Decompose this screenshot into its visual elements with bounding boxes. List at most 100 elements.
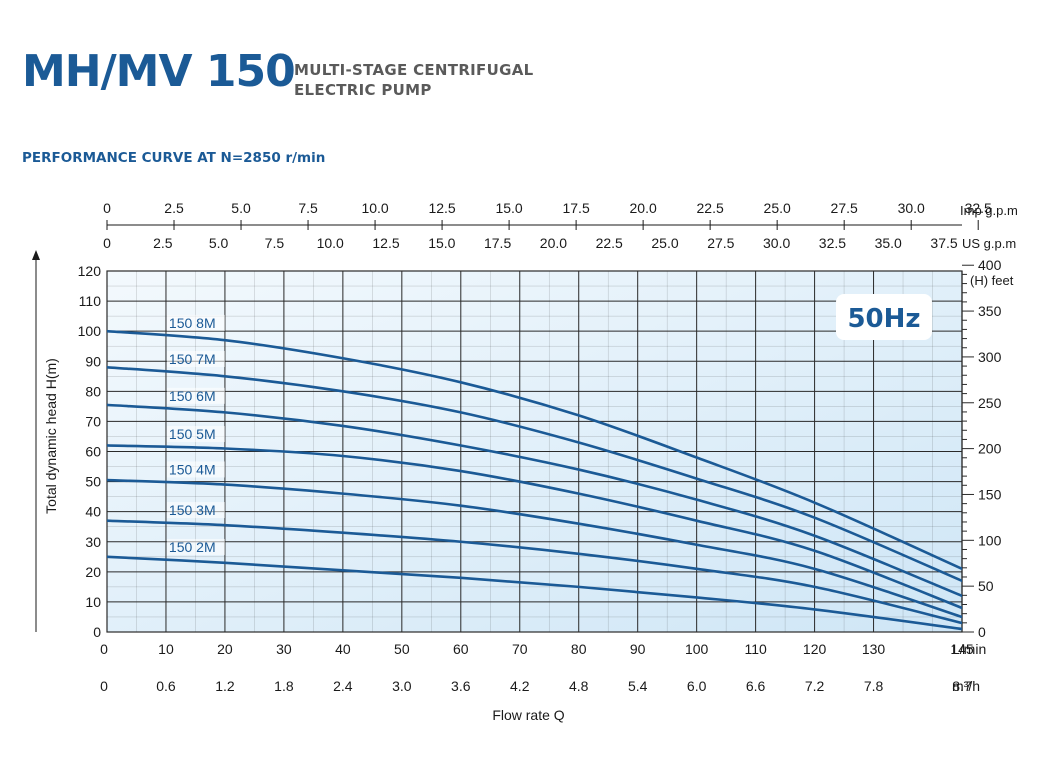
x-tick-label-lmin: 30 [276, 641, 292, 657]
us-gpm-tick-label: 37.5 [930, 235, 957, 251]
curve-150-6m [107, 403, 962, 598]
us-gpm-tick-label: 22.5 [596, 235, 623, 251]
feet-tick-label: 350 [978, 303, 1002, 319]
us-gpm-tick-label: 30.0 [763, 235, 790, 251]
us-gpm-tick-label: 10.0 [317, 235, 344, 251]
curve-label-150-4m: 150 4M [169, 461, 216, 477]
x-tick-label-m3h: 0.6 [156, 678, 176, 694]
curve-label-150-2m: 150 2M [169, 539, 216, 555]
us-gpm-tick-label: 2.5 [153, 235, 173, 251]
x-tick-label-m3h: 4.8 [569, 678, 589, 694]
curve-150-7m [107, 365, 962, 583]
y-tick-label: 50 [85, 474, 101, 490]
curve-label-bg [166, 314, 225, 331]
feet-tick-label: 400 [978, 257, 1002, 273]
imp-gpm-tick-label: 10.0 [361, 200, 388, 216]
frequency-badge [836, 294, 932, 340]
x-tick-label-m3h: 2.4 [333, 678, 353, 694]
feet-tick-label: 50 [978, 578, 994, 594]
us-gpm-unit: US g.p.m [962, 236, 1016, 251]
x-tick-label-m3h: 6.6 [746, 678, 766, 694]
y-tick-label: 20 [85, 564, 101, 580]
imp-gpm-tick-label: 32.5 [965, 200, 992, 216]
x-tick-label-m3h: 3.0 [392, 678, 412, 694]
imp-gpm-tick-label: 22.5 [697, 200, 724, 216]
y-axis-arrowhead [32, 250, 40, 260]
x-tick-label-lmin: 0 [100, 641, 108, 657]
y-tick-label: 60 [85, 444, 101, 460]
imp-gpm-tick-label: 2.5 [164, 200, 184, 216]
pump-model-title: MH/MV 150 [22, 46, 296, 97]
y-axis-label: Total dynamic head H(m) [43, 358, 59, 514]
x-tick-label-lmin: 80 [571, 641, 587, 657]
imp-gpm-tick-label: 0 [103, 200, 111, 216]
us-gpm-tick-label: 0 [103, 235, 111, 251]
us-gpm-tick-label: 27.5 [707, 235, 734, 251]
x-tick-label-lmin: 70 [512, 641, 528, 657]
imp-gpm-unit: Imp g.p.m [960, 203, 1018, 218]
x-tick-label-lmin: 145 [950, 641, 974, 657]
x-tick-label-m3h: 6.0 [687, 678, 707, 694]
y-tick-label: 30 [85, 534, 101, 550]
curve-label-bg [166, 502, 225, 519]
x-tick-label-m3h: 5.4 [628, 678, 648, 694]
subtitle-line-2: ELECTRIC PUMP [294, 81, 432, 99]
curve-label-bg [166, 538, 225, 555]
curve-label-150-5m: 150 5M [169, 426, 216, 442]
y-tick-label: 90 [85, 353, 101, 369]
curve-label-150-3m: 150 3M [169, 502, 216, 518]
x-tick-label-lmin: 40 [335, 641, 351, 657]
curve-label-150-8m: 150 8M [169, 315, 216, 331]
performance-curve-label: PERFORMANCE CURVE AT N=2850 r/min [22, 150, 326, 166]
y-tick-label: 0 [93, 624, 101, 640]
curve-label-150-6m: 150 6M [169, 388, 216, 404]
curve-label-bg [166, 461, 225, 478]
y-tick-label: 110 [79, 293, 102, 309]
x-unit-m3h: m³/h [952, 678, 980, 694]
imp-gpm-tick-label: 30.0 [898, 200, 925, 216]
curve-150-4m [107, 478, 962, 619]
us-gpm-tick-label: 5.0 [209, 235, 229, 251]
imp-gpm-tick-label: 25.0 [764, 200, 791, 216]
imp-gpm-tick-label: 7.5 [298, 200, 318, 216]
curve-label-150-7m: 150 7M [169, 351, 216, 367]
us-gpm-tick-label: 20.0 [540, 235, 567, 251]
x-tick-label-m3h: 1.2 [215, 678, 235, 694]
y-tick-label: 100 [78, 323, 102, 339]
x-tick-label-m3h: 8.7 [952, 678, 972, 694]
us-gpm-tick-label: 15.0 [428, 235, 455, 251]
us-gpm-tick-label: 12.5 [372, 235, 399, 251]
curve-label-bg [166, 351, 225, 368]
curve-label-bg [166, 387, 225, 404]
x-unit-lmin: L/min [952, 641, 986, 657]
x-tick-label-lmin: 60 [453, 641, 469, 657]
x-tick-label-lmin: 110 [744, 641, 767, 657]
x-tick-label-m3h: 4.2 [510, 678, 530, 694]
x-tick-label-lmin: 100 [685, 641, 709, 657]
subtitle-line-1: MULTI-STAGE CENTRIFUGAL [294, 61, 534, 79]
us-gpm-tick-label: 7.5 [265, 235, 285, 251]
feet-tick-label: 0 [978, 624, 986, 640]
feet-tick-label: 250 [978, 395, 1002, 411]
us-gpm-tick-label: 25.0 [651, 235, 678, 251]
y-tick-label: 40 [85, 504, 101, 520]
curve-150-3m [107, 519, 962, 625]
x-tick-label-m3h: 0 [100, 678, 108, 694]
x-tick-label-m3h: 7.2 [805, 678, 825, 694]
imp-gpm-tick-label: 27.5 [831, 200, 858, 216]
y-tick-label: 80 [85, 383, 101, 399]
x-tick-label-lmin: 50 [394, 641, 410, 657]
imp-gpm-tick-label: 15.0 [495, 200, 522, 216]
x-tick-label-lmin: 20 [217, 641, 233, 657]
curve-label-bg [166, 426, 225, 443]
y-tick-label: 120 [78, 263, 102, 279]
us-gpm-tick-label: 35.0 [875, 235, 902, 251]
x-tick-label-m3h: 1.8 [274, 678, 294, 694]
frequency-badge-text: 50Hz [847, 304, 920, 334]
imp-gpm-tick-label: 17.5 [562, 200, 589, 216]
pump-type-subtitle: MULTI-STAGE CENTRIFUGAL ELECTRIC PUMP [294, 60, 533, 100]
x-tick-label-lmin: 90 [630, 641, 646, 657]
us-gpm-tick-label: 32.5 [819, 235, 846, 251]
x-tick-label-m3h: 3.6 [451, 678, 471, 694]
